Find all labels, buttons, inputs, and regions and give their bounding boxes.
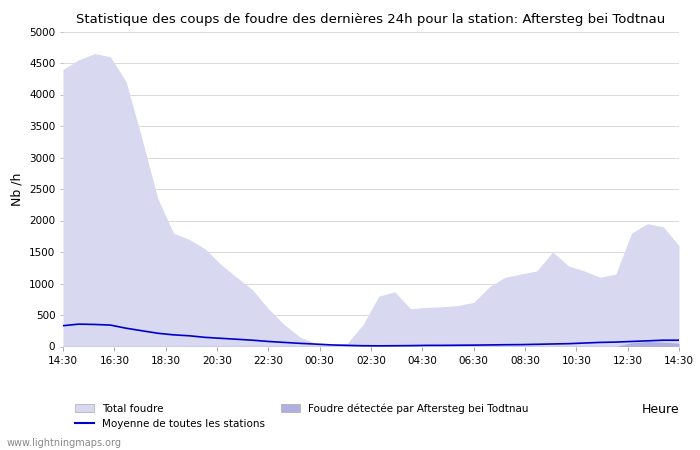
Text: Heure: Heure: [641, 403, 679, 416]
Y-axis label: Nb /h: Nb /h: [10, 172, 24, 206]
Title: Statistique des coups de foudre des dernières 24h pour la station: Aftersteg bei: Statistique des coups de foudre des dern…: [76, 13, 666, 26]
Legend: Total foudre, Moyenne de toutes les stations, Foudre détectée par Aftersteg bei : Total foudre, Moyenne de toutes les stat…: [76, 403, 528, 429]
Text: www.lightningmaps.org: www.lightningmaps.org: [7, 438, 122, 448]
